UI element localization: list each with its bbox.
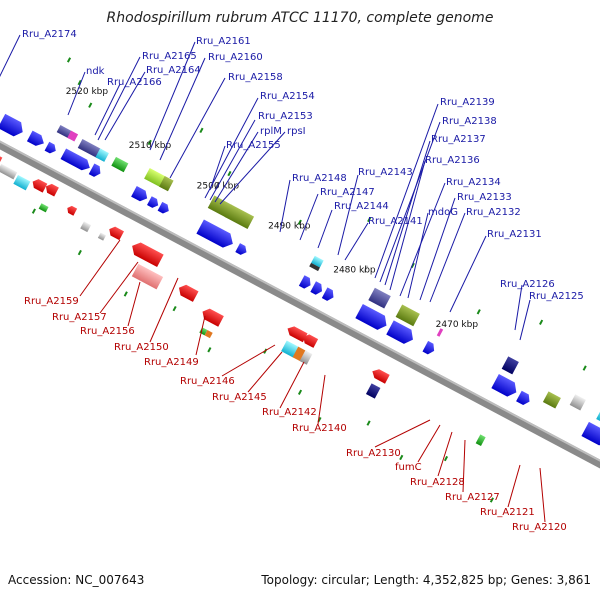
gene-label-Rru_A2156: Rru_A2156 [80, 326, 135, 337]
gene-label-Rru_A2134: Rru_A2134 [446, 177, 501, 188]
gene-label-Rru_A2145: Rru_A2145 [212, 392, 267, 403]
gene-label-Rru_A2154: Rru_A2154 [260, 91, 315, 102]
forward-genes [0, 113, 600, 446]
gene-label-Rru_A2174: Rru_A2174 [22, 29, 77, 40]
genome-backbone [0, 132, 600, 478]
gene-label-Rru_A2161: Rru_A2161 [196, 36, 251, 47]
gene-label-mdoG: mdoG [428, 207, 458, 218]
bottom-gene-labels: Rru_A2159 Rru_A2157 Rru_A2156 Rru_A2150 … [24, 239, 567, 533]
gene-label-Rru_A2121: Rru_A2121 [480, 507, 535, 518]
gene-label-Rru_A2164: Rru_A2164 [146, 65, 201, 76]
scale-label-2510: 2510 kbp [129, 141, 172, 151]
scale-label-2480: 2480 kbp [333, 265, 376, 275]
gene-label-Rru_A2136: Rru_A2136 [425, 155, 480, 166]
gene-label-Rru_A2166: Rru_A2166 [107, 77, 162, 88]
gene-label-Rru_A2147: Rru_A2147 [320, 187, 375, 198]
scale-label-2520: 2520 kbp [66, 87, 109, 97]
gene-label-Rru_A2146: Rru_A2146 [180, 376, 235, 387]
gene-label-Rru_A2158: Rru_A2158 [228, 72, 283, 83]
gene-label-Rru_A2149: Rru_A2149 [144, 357, 199, 368]
scale-label-2470: 2470 kbp [436, 320, 479, 330]
gene-label-fumC: fumC [395, 462, 422, 473]
gene-label-rpsI: rpsI [287, 126, 306, 137]
gene-label-Rru_A2138: Rru_A2138 [442, 116, 497, 127]
gene-label-rplM: rplM [260, 126, 282, 137]
gene-label-Rru_A2127: Rru_A2127 [445, 492, 500, 503]
gene-label-Rru_A2165: Rru_A2165 [142, 51, 197, 62]
accession-text: Accession: NC_007643 [8, 573, 145, 587]
gene-label-Rru_A2157: Rru_A2157 [52, 312, 107, 323]
gene-label-Rru_A2126: Rru_A2126 [500, 279, 555, 290]
gene-label-Rru_A2155: Rru_A2155 [226, 140, 281, 151]
genome-track: 2520 kbp 2510 kbp 2500 kbp 2490 kbp 2480… [0, 57, 600, 503]
gene-label-Rru_A2128: Rru_A2128 [410, 477, 465, 488]
gene-label-Rru_A2143: Rru_A2143 [358, 167, 413, 178]
gene-label-Rru_A2148: Rru_A2148 [292, 173, 347, 184]
gene-label-Rru_A2140: Rru_A2140 [292, 423, 347, 434]
gene-label-Rru_A2139: Rru_A2139 [440, 97, 495, 108]
gene-label-Rru_A2159: Rru_A2159 [24, 296, 79, 307]
gene-label-Rru_A2125: Rru_A2125 [529, 291, 584, 302]
gene-label-Rru_A2160: Rru_A2160 [208, 52, 263, 63]
gene-label-Rru_A2142: Rru_A2142 [262, 407, 317, 418]
topology-text: Topology: circular; Length: 4,352,825 bp… [261, 573, 591, 587]
reverse-genes [0, 149, 486, 447]
gene-label-ndk: ndk [86, 66, 105, 77]
top-gene-labels: Rru_A2174 ndk Rru_A2166 Rru_A2165 Rru_A2… [0, 29, 584, 341]
gene-label-Rru_A2137: Rru_A2137 [431, 134, 486, 145]
gene-label-Rru_A2141: Rru_A2141 [368, 216, 423, 227]
gene-label-Rru_A2150: Rru_A2150 [114, 342, 169, 353]
gene-label-Rru_A2144: Rru_A2144 [334, 201, 389, 212]
gene-label-Rru_A2120: Rru_A2120 [512, 522, 567, 533]
gene-label-Rru_A2132: Rru_A2132 [466, 207, 521, 218]
gene-label-Rru_A2133: Rru_A2133 [457, 192, 512, 203]
scale-label-2490: 2490 kbp [268, 222, 311, 232]
map-title: Rhodospirillum rubrum ATCC 11170, comple… [107, 10, 494, 26]
gene-label-Rru_A2153: Rru_A2153 [258, 111, 313, 122]
gene-label-Rru_A2131: Rru_A2131 [487, 229, 542, 240]
gene-label-Rru_A2130: Rru_A2130 [346, 448, 401, 459]
